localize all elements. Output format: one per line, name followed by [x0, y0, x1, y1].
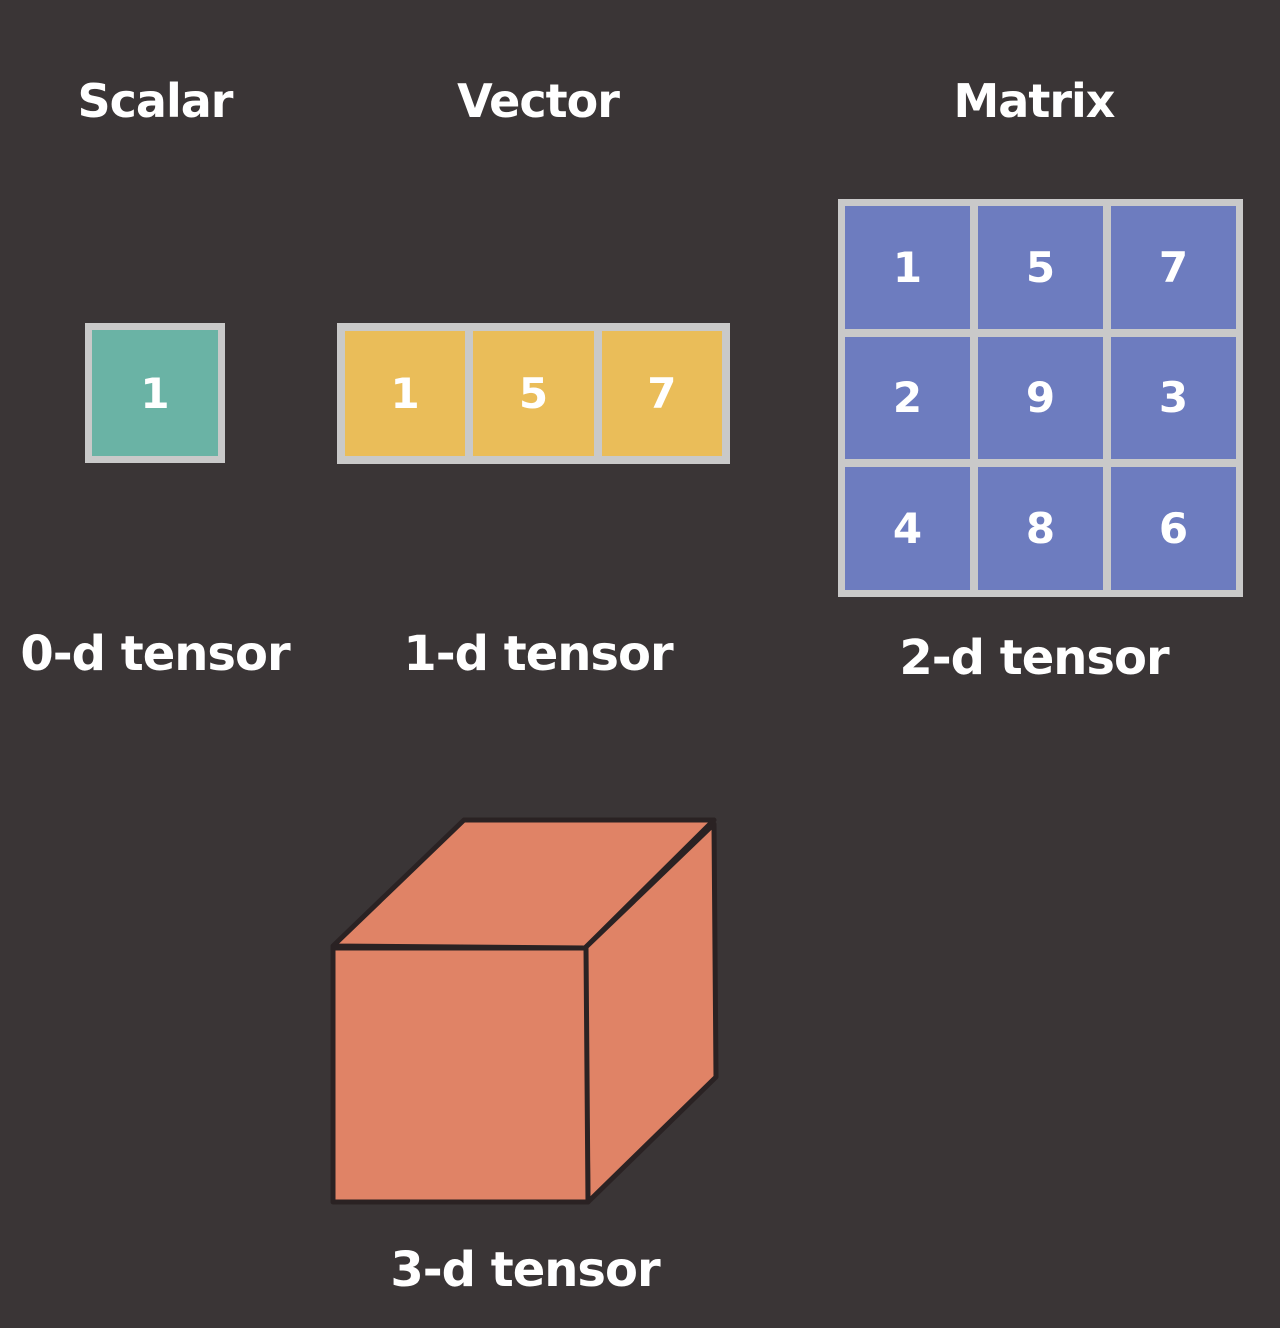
vector-cell: 5	[473, 331, 594, 456]
tensor3d-caption: 3-d tensor	[390, 1242, 660, 1298]
vector-caption: 1-d tensor	[403, 626, 673, 682]
matrix-cell: 2	[845, 336, 970, 460]
matrix-cell: 9	[978, 336, 1103, 460]
matrix-cell: 3	[1111, 336, 1236, 460]
matrix-caption: 2-d tensor	[899, 630, 1169, 686]
matrix-cell: 6	[1111, 467, 1236, 590]
vector-cell: 7	[601, 331, 722, 456]
cube-3d	[330, 817, 719, 1205]
matrix-cell: 8	[978, 467, 1103, 590]
cube-front-face	[330, 945, 591, 1205]
scalar-box: 1	[85, 323, 225, 463]
scalar-cell: 1	[92, 330, 218, 456]
matrix-cell: 7	[1111, 206, 1236, 329]
matrix-cell: 4	[845, 467, 970, 590]
vector-box: 1 5 7	[337, 323, 730, 464]
scalar-title: Scalar	[77, 74, 234, 128]
matrix-cell: 1	[845, 206, 970, 329]
matrix-title: Matrix	[953, 74, 1116, 128]
vector-cell: 1	[345, 331, 466, 456]
vector-title: Vector	[457, 74, 620, 128]
matrix-box: 1 5 7 2 9 3 4 8 6	[838, 199, 1243, 597]
scalar-caption: 0-d tensor	[20, 626, 290, 682]
matrix-cell: 5	[978, 206, 1103, 329]
